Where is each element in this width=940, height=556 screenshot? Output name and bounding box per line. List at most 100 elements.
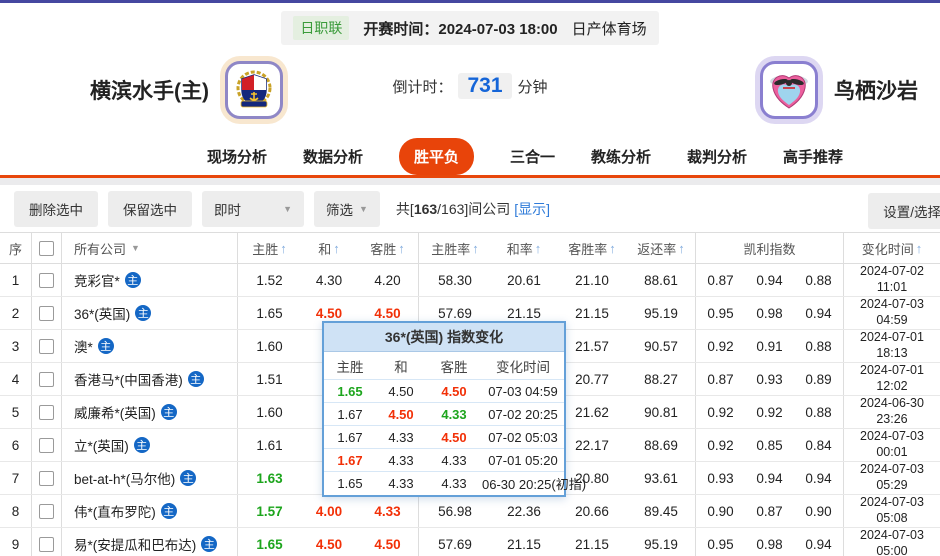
separator-band: [0, 178, 940, 185]
column-header-check: [32, 233, 62, 263]
company-cell[interactable]: 香港马*(中国香港) 主: [62, 363, 238, 395]
sort-arrow-icon: ↑: [534, 240, 542, 256]
column-header-home[interactable]: 主胜 ↑: [238, 233, 301, 263]
kelly-value: 0.92: [707, 437, 734, 453]
company-name[interactable]: 伟*(直布罗陀): [74, 505, 156, 520]
row-checkbox[interactable]: [39, 305, 54, 321]
league-badge: 日职联: [293, 16, 350, 40]
tab-coach-analysis[interactable]: 教练分析: [591, 148, 652, 166]
keep-selected-button[interactable]: 保留选中: [108, 190, 192, 227]
company-name[interactable]: 香港马*(中国香港): [74, 373, 183, 388]
company-name[interactable]: 威廉希*(英国): [74, 406, 156, 421]
company-name[interactable]: bet-at-h*(马尔他): [74, 472, 176, 487]
away-odds[interactable]: 4.50: [357, 297, 419, 329]
countdown-label: 倒计时：: [392, 78, 453, 96]
filter-select[interactable]: 筛选 ▼: [314, 190, 380, 227]
draw-odds[interactable]: 4.50: [315, 536, 343, 552]
draw-odds[interactable]: 4.50: [315, 305, 343, 321]
row-checkbox[interactable]: [39, 272, 54, 288]
home-odds[interactable]: 1.61: [256, 437, 283, 453]
away-odds[interactable]: 4.20: [357, 264, 419, 296]
change-time-cell: 2024-07-03 05:29: [844, 462, 940, 494]
column-header-away[interactable]: 客胜 ↑: [357, 233, 419, 263]
company-cell[interactable]: 澳* 主: [62, 330, 238, 362]
away-rate: 22.17: [575, 437, 609, 453]
column-header-away_rate[interactable]: 客胜率 ↑: [557, 233, 627, 263]
home-odds[interactable]: 1.60: [256, 338, 283, 354]
home-odds[interactable]: 1.65: [256, 536, 283, 552]
company-cell[interactable]: 易*(安提瓜和巴布达) 主: [62, 528, 238, 556]
popup-change-time: 06-30 20:25(初指): [482, 477, 587, 492]
kelly-value: 0.98: [756, 536, 783, 552]
delete-selected-button[interactable]: 删除选中: [14, 190, 98, 227]
column-label: 变化时间: [861, 241, 914, 257]
show-link[interactable]: [显示]: [514, 200, 550, 217]
settings-select-button[interactable]: 设置/选择: [868, 193, 940, 229]
company-cell[interactable]: 36*(英国) 主: [62, 297, 238, 329]
kelly-cell: 0.93 0.94 0.94: [696, 462, 844, 494]
row-checkbox[interactable]: [39, 503, 54, 519]
draw-odds[interactable]: 4.30: [315, 272, 343, 288]
tab-live-analysis[interactable]: 现场分析: [206, 148, 267, 166]
row-checkbox[interactable]: [39, 437, 54, 453]
company-cell[interactable]: 伟*(直布罗陀) 主: [62, 495, 238, 527]
tab-win-draw-lose[interactable]: 胜平负: [398, 137, 474, 175]
company-name[interactable]: 澳*: [74, 340, 93, 355]
home-odds[interactable]: 1.52: [256, 272, 283, 288]
column-header-home_rate[interactable]: 主胜率 ↑: [419, 233, 491, 263]
column-header-draw_rate[interactable]: 和率 ↑: [491, 233, 557, 263]
column-header-time[interactable]: 变化时间 ↑: [844, 233, 940, 263]
popup-row: 1.65 4.50 4.50 07-03 04:59: [324, 380, 564, 403]
main-company-icon: 主: [201, 536, 218, 552]
away-odds[interactable]: 4.33: [357, 495, 419, 527]
table-row: 5 威廉希*(英国) 主 1.60 21.62 90.81 0.92 0.92 0.88 2024…: [0, 396, 940, 429]
company-name[interactable]: 易*(安提瓜和巴布达): [74, 538, 197, 553]
row-checkbox[interactable]: [39, 404, 54, 420]
home-odds[interactable]: 1.65: [256, 305, 283, 321]
row-index: 8: [0, 495, 32, 527]
home-odds[interactable]: 1.63: [256, 470, 283, 486]
row-checkbox[interactable]: [39, 371, 54, 387]
tab-expert-picks[interactable]: 高手推荐: [783, 148, 844, 166]
company-name[interactable]: 36*(英国): [74, 307, 131, 322]
tab-three-in-one[interactable]: 三合一: [509, 148, 555, 166]
popup-change-time: 07-01 05:20: [488, 452, 558, 468]
tab-referee-analysis[interactable]: 裁判分析: [687, 148, 748, 166]
column-label: 序: [8, 241, 22, 257]
row-checkbox-cell: [32, 462, 62, 494]
countdown: 倒计时： 731 分钟: [0, 73, 940, 99]
company-cell[interactable]: 威廉希*(英国) 主: [62, 396, 238, 428]
kelly-value: 0.92: [756, 404, 783, 420]
company-name[interactable]: 竞彩官*: [74, 274, 120, 289]
tab-data-analysis[interactable]: 数据分析: [302, 148, 363, 166]
column-header-company[interactable]: 所有公司 ▼: [62, 233, 238, 263]
popup-odds-value: 4.33: [388, 452, 414, 468]
change-time: 2024-07-03 00:01: [860, 429, 924, 459]
change-time: 2024-07-03 05:08: [860, 495, 924, 525]
table-toolbar: 删除选中 保留选中 即时 ▼ 筛选 ▼ 共[163/163]间公司 [显示] 设…: [0, 185, 940, 232]
company-cell[interactable]: bet-at-h*(马尔他) 主: [62, 462, 238, 494]
select-all-checkbox[interactable]: [39, 240, 54, 256]
company-cell[interactable]: 竞彩官* 主: [62, 264, 238, 296]
column-header-draw[interactable]: 和 ↑: [301, 233, 357, 263]
filter-arrow-icon: ▼: [131, 243, 140, 253]
row-checkbox-cell: [32, 396, 62, 428]
away-rate: 21.62: [575, 404, 609, 420]
return-rate: 90.57: [627, 330, 696, 362]
popup-change-time: 07-03 04:59: [488, 383, 558, 399]
draw-odds[interactable]: 4.00: [315, 503, 343, 519]
home-odds[interactable]: 1.57: [256, 503, 283, 519]
company-cell[interactable]: 立*(英国) 主: [62, 429, 238, 461]
time-mode-select[interactable]: 即时 ▼: [202, 190, 304, 227]
change-time-cell: 2024-07-03 05:00: [844, 528, 940, 556]
away-odds[interactable]: 4.50: [357, 528, 419, 556]
row-checkbox[interactable]: [39, 338, 54, 354]
column-header-return_rate[interactable]: 返还率 ↑: [627, 233, 696, 263]
home-odds[interactable]: 1.51: [256, 371, 283, 387]
company-name[interactable]: 立*(英国): [74, 439, 129, 454]
kelly-value: 0.90: [805, 503, 832, 519]
company-count: 共[163/163]间公司 [显示]: [395, 200, 550, 217]
row-checkbox[interactable]: [39, 470, 54, 486]
row-checkbox[interactable]: [39, 536, 54, 552]
home-odds[interactable]: 1.60: [256, 404, 283, 420]
